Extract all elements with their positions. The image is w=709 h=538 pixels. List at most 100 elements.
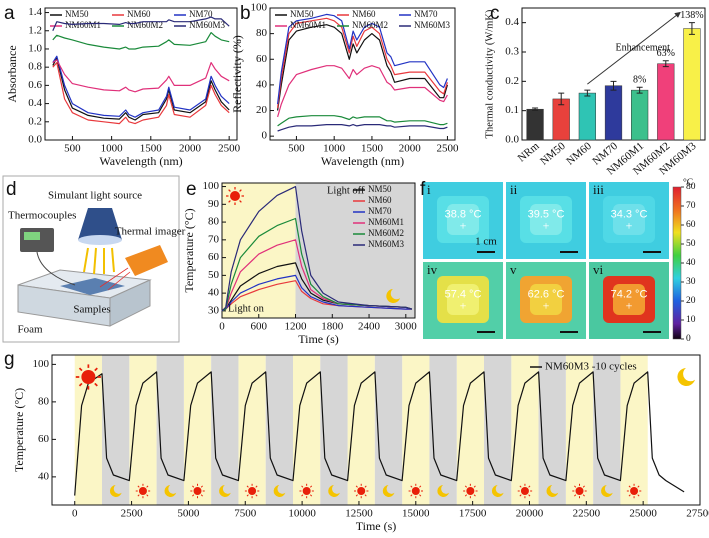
crosshair: + bbox=[460, 298, 467, 312]
legend-label: NM60 bbox=[352, 9, 376, 19]
sun-disc bbox=[230, 191, 240, 201]
x-tick-label: 12500 bbox=[345, 508, 373, 520]
legend-label: NM70 bbox=[368, 206, 392, 216]
y-axis-label: Absorbance bbox=[5, 45, 19, 102]
x-tick-label: 15000 bbox=[402, 508, 430, 520]
legend-label: NM60M3 bbox=[368, 239, 405, 249]
moon-icon bbox=[546, 485, 559, 497]
meter-screen bbox=[24, 232, 40, 240]
sun-ray bbox=[94, 367, 98, 372]
legend-label: NM60 bbox=[127, 9, 151, 19]
x-tick-label: 1800 bbox=[321, 321, 344, 333]
sun-ray bbox=[574, 485, 577, 488]
sun-disc bbox=[248, 487, 257, 495]
colorbar-tick-label: 60 bbox=[686, 220, 696, 230]
colorbar-tick-label: 0 bbox=[686, 334, 691, 344]
x-tick-label: 10000 bbox=[288, 508, 316, 520]
series-line bbox=[52, 16, 230, 32]
sun-ray bbox=[137, 494, 140, 497]
moon-icon bbox=[677, 368, 695, 386]
thermocouple-wire bbox=[36, 251, 76, 286]
sun-disc bbox=[138, 487, 147, 495]
y-tick-label: 60 bbox=[256, 53, 268, 65]
colorbar-unit: °C bbox=[683, 177, 693, 188]
sun-disc bbox=[520, 487, 529, 495]
panel-letter: g bbox=[4, 349, 15, 370]
y-tick-label: 90 bbox=[208, 198, 220, 210]
temperature-label: 38.8 °C bbox=[445, 208, 482, 220]
legend-label: NM60M1 bbox=[65, 20, 101, 30]
moon-icon bbox=[437, 485, 450, 497]
sun-disc bbox=[630, 487, 639, 495]
sun-ray bbox=[628, 494, 631, 497]
sun-ray bbox=[364, 494, 367, 497]
colorbar-tick-label: 20 bbox=[686, 296, 696, 306]
x-tick-label: 5000 bbox=[177, 508, 200, 520]
x-tick-label: 1500 bbox=[361, 143, 384, 155]
y-tick-label: 40 bbox=[256, 78, 268, 90]
legend-label: NM60M3 bbox=[414, 20, 451, 30]
sun-icon bbox=[135, 483, 151, 499]
series-line bbox=[277, 115, 448, 127]
x-tick-label: NM60 bbox=[564, 140, 594, 168]
setup-schematic bbox=[2, 175, 180, 343]
x-tick-label: 3000 bbox=[395, 321, 418, 333]
y-tick-label: 0.4 bbox=[505, 16, 519, 28]
annotation: Light off bbox=[327, 185, 365, 196]
panel-letter: c bbox=[490, 3, 500, 24]
sun-ray bbox=[246, 494, 249, 497]
sun-ray bbox=[473, 494, 476, 497]
y-tick-label: 80 bbox=[38, 395, 50, 407]
sun-icon bbox=[408, 483, 423, 499]
sun-ray bbox=[137, 485, 140, 488]
sun-icon bbox=[299, 483, 314, 499]
y-tick-label: 100 bbox=[33, 358, 50, 370]
image-label: vi bbox=[593, 262, 604, 277]
error-bar bbox=[636, 86, 643, 94]
x-tick-label: 2500 bbox=[436, 143, 459, 155]
bar bbox=[683, 28, 701, 141]
y-axis-label: Temperature (°C) bbox=[182, 208, 196, 292]
light-rays bbox=[83, 247, 115, 275]
y-axis-label: Thermal conductivity (W/mK) bbox=[484, 9, 495, 138]
sun-ray bbox=[528, 485, 531, 488]
crosshair: + bbox=[543, 298, 550, 312]
x-tick-label: 0 bbox=[219, 321, 225, 333]
moon-icon bbox=[109, 485, 122, 497]
sun-ray bbox=[410, 485, 413, 488]
panel-letter: d bbox=[6, 179, 17, 200]
legend-label: NM60M2 bbox=[352, 20, 388, 30]
x-tick-label: NM50 bbox=[538, 140, 568, 168]
legend-label: NM50 bbox=[290, 9, 314, 19]
sun-ray bbox=[239, 200, 242, 203]
y-tick-label: 0.6 bbox=[28, 79, 42, 91]
light-off-region bbox=[156, 355, 184, 505]
legend-label: NM70 bbox=[414, 9, 438, 19]
image-label: v bbox=[510, 262, 517, 277]
legend-label: NM60M2 bbox=[127, 20, 163, 30]
lamp-face bbox=[78, 235, 122, 245]
y-axis-label: Temperature (°C) bbox=[12, 388, 26, 472]
light-off-region bbox=[102, 355, 130, 505]
y-tick-label: 0.8 bbox=[28, 61, 42, 73]
diagram-label: Samples bbox=[73, 304, 110, 316]
sun-disc bbox=[357, 487, 366, 495]
legend-label: NM60M3 -10 cycles bbox=[545, 361, 637, 373]
moon-icon bbox=[601, 485, 613, 497]
y-tick-label: 80 bbox=[208, 216, 220, 228]
y-tick-label: 0.0 bbox=[28, 134, 42, 146]
sun-icon bbox=[226, 187, 244, 205]
y-tick-label: 40 bbox=[38, 470, 50, 482]
sun-ray bbox=[419, 485, 422, 488]
sun-ray bbox=[200, 494, 203, 497]
sun-ray bbox=[574, 494, 577, 497]
moon-icon bbox=[491, 485, 504, 497]
legend-label: NM60M3 bbox=[189, 20, 226, 30]
legend-label: NM60M1 bbox=[290, 20, 326, 30]
y-tick-label: 20 bbox=[256, 104, 268, 116]
y-tick-label: 60 bbox=[38, 433, 50, 445]
sun-ray bbox=[239, 189, 242, 192]
temperature-label: 39.5 °C bbox=[528, 208, 565, 220]
series-line bbox=[277, 13, 448, 105]
sun-ray bbox=[309, 494, 313, 497]
